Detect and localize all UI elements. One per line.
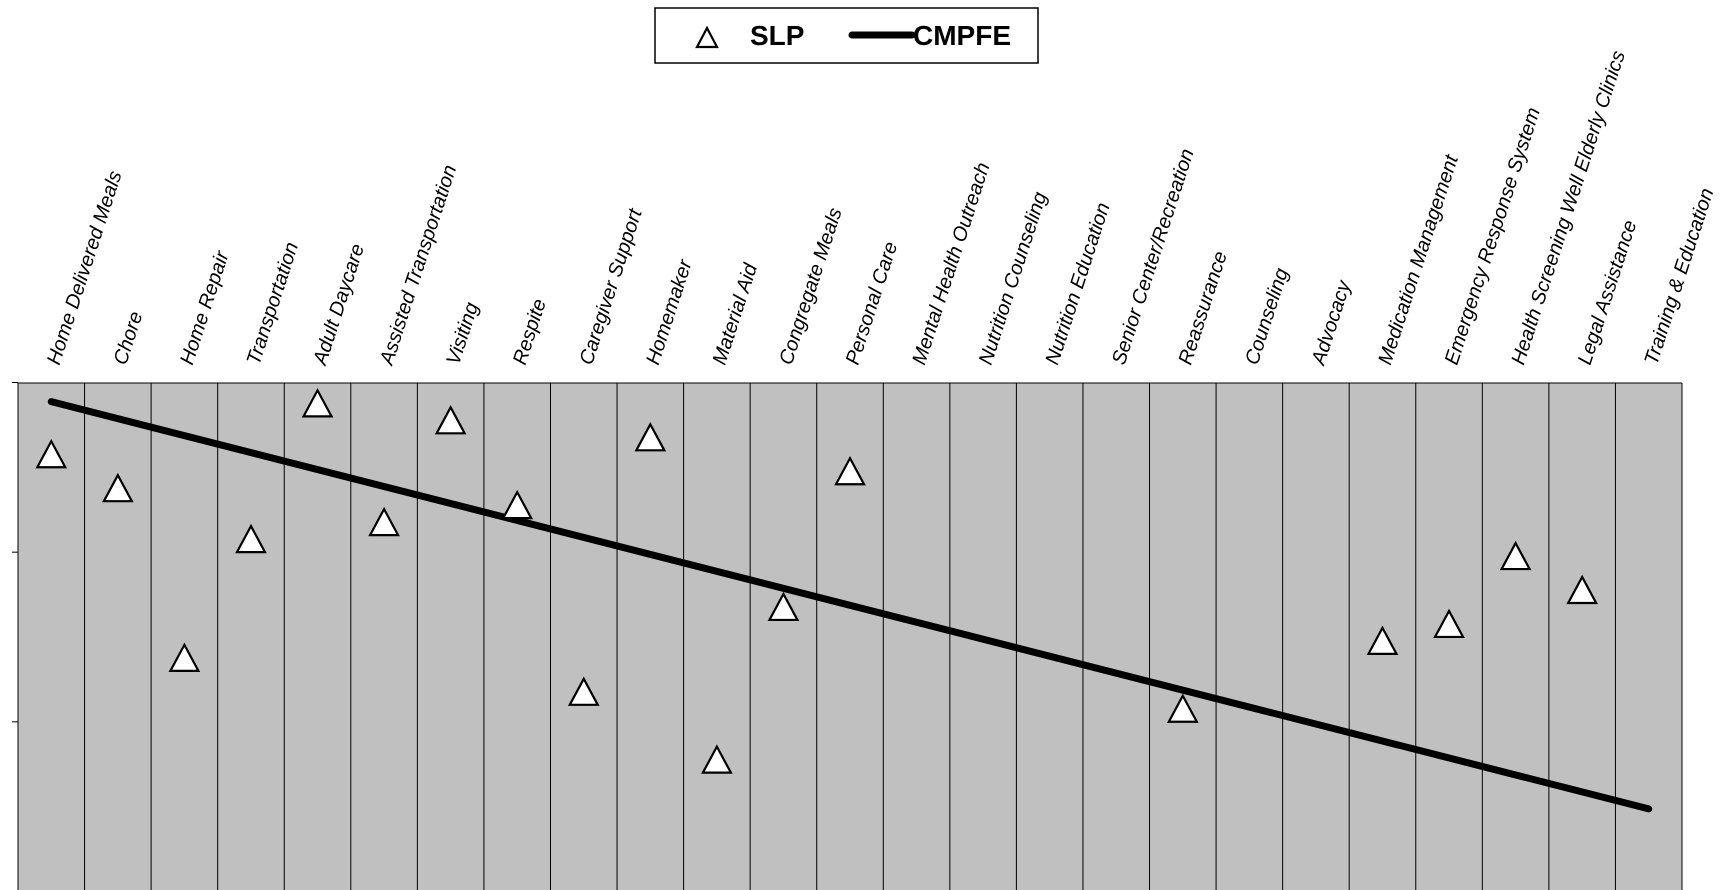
x-tick-label: Legal Assistance — [1574, 218, 1641, 368]
slp-point — [1566, 574, 1599, 605]
legend: SLP CMPFE — [654, 7, 1039, 64]
legend-cmpfe-label: CMPFE — [913, 20, 1011, 51]
slp-point — [235, 523, 267, 554]
x-tick-label: Material Aid — [709, 260, 763, 367]
x-tick-label: Training & Education — [1641, 186, 1719, 368]
slp-point — [101, 472, 134, 503]
slp-point — [168, 642, 201, 672]
slp-point — [35, 438, 68, 469]
x-tick-label: Chore — [110, 309, 148, 368]
x-tick-label: Congregate Meals — [775, 205, 846, 367]
slp-point — [1433, 608, 1465, 639]
x-tick-label: Transportation — [243, 240, 303, 368]
x-tick-label: Mental Health Outreach — [908, 160, 994, 368]
x-tick-label: Respite — [509, 296, 551, 367]
x-tick-label: Health Screening Well Elderly Clinics — [1507, 48, 1629, 367]
slp-point — [834, 455, 866, 486]
slp-point — [501, 489, 534, 520]
legend-box — [654, 7, 1039, 64]
x-tick-label: Home Delivered Meals — [43, 168, 126, 367]
x-tick-label: Nutrition Counseling — [975, 189, 1052, 367]
cmpfe-line — [47, 398, 1653, 813]
x-tick-label: Adult Daycare — [309, 241, 369, 368]
x-tick-label: Assisted Transportation — [376, 162, 462, 368]
x-tick-label: Reassurance — [1175, 249, 1232, 368]
slp-point — [301, 388, 334, 418]
x-tick-label: Homemaker — [642, 256, 697, 368]
x-tick-label: Caregiver Support — [576, 205, 648, 368]
legend-slp-label: SLP — [750, 20, 804, 51]
x-tick-label: Advocacy — [1307, 277, 1355, 368]
slp-point — [1166, 693, 1199, 723]
slp-point — [767, 591, 800, 622]
slp-point — [434, 405, 467, 435]
slp-point — [701, 744, 733, 774]
slp-point — [1366, 625, 1399, 655]
x-tick-label: Counseling — [1241, 266, 1293, 368]
slp-point — [368, 506, 400, 537]
slp-point — [634, 421, 667, 452]
slp-point — [567, 676, 600, 706]
legend-slp-marker — [695, 25, 719, 49]
x-tick-label: Nutrition Education — [1042, 200, 1115, 368]
x-tick-label: Visiting — [442, 300, 483, 368]
x-tick-label: Personal Care — [842, 239, 902, 367]
slp-point — [1499, 540, 1532, 571]
x-tick-label: Home Repair — [176, 247, 234, 367]
